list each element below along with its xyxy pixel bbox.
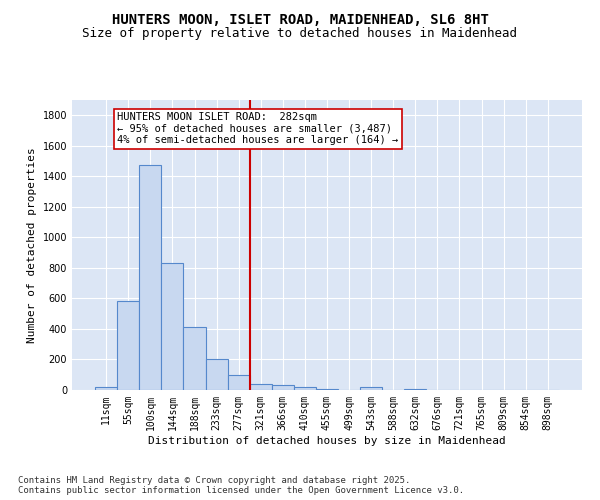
- Bar: [139, 165, 161, 390]
- Bar: [117, 300, 139, 390]
- Bar: [206, 359, 227, 390]
- Y-axis label: Number of detached properties: Number of detached properties: [27, 147, 37, 343]
- Bar: [404, 389, 427, 390]
- Bar: [184, 326, 206, 390]
- Text: HUNTERS MOON ISLET ROAD:  282sqm
← 95% of detached houses are smaller (3,487)
4%: HUNTERS MOON ISLET ROAD: 282sqm ← 95% of…: [117, 112, 398, 146]
- Bar: [161, 264, 184, 390]
- Bar: [360, 388, 382, 390]
- Text: HUNTERS MOON, ISLET ROAD, MAIDENHEAD, SL6 8HT: HUNTERS MOON, ISLET ROAD, MAIDENHEAD, SL…: [112, 12, 488, 26]
- Bar: [316, 389, 338, 390]
- Bar: [250, 384, 272, 390]
- Bar: [272, 385, 294, 390]
- Text: Contains HM Land Registry data © Crown copyright and database right 2025.
Contai: Contains HM Land Registry data © Crown c…: [18, 476, 464, 495]
- Bar: [227, 374, 250, 390]
- Bar: [294, 386, 316, 390]
- Bar: [95, 387, 117, 390]
- X-axis label: Distribution of detached houses by size in Maidenhead: Distribution of detached houses by size …: [148, 436, 506, 446]
- Text: Size of property relative to detached houses in Maidenhead: Size of property relative to detached ho…: [83, 28, 517, 40]
